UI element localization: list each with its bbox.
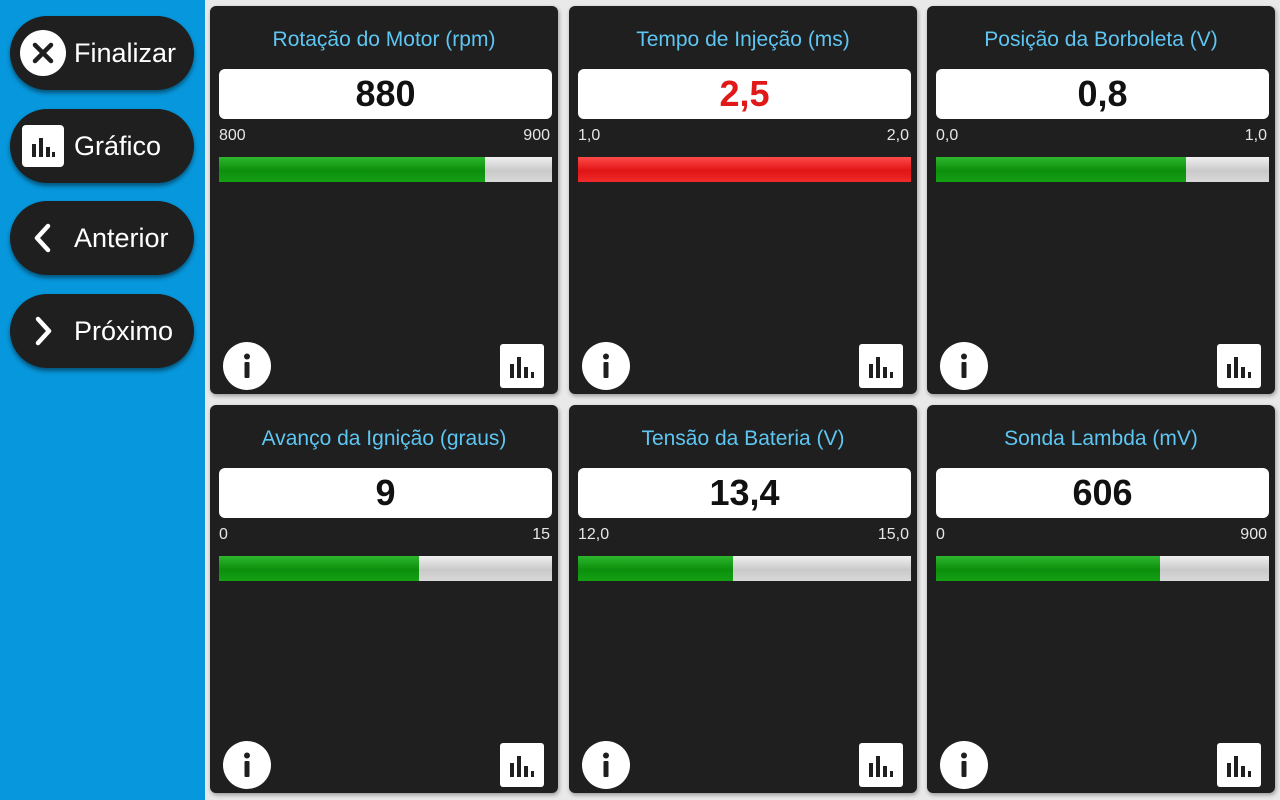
bar-chart-icon[interactable] bbox=[859, 344, 903, 388]
bar-chart-icon[interactable] bbox=[1217, 743, 1261, 787]
gauge-bar-fill bbox=[936, 157, 1186, 182]
info-icon[interactable] bbox=[223, 741, 271, 789]
range-min: 0 bbox=[219, 526, 228, 543]
gauge-value: 0,8 bbox=[936, 69, 1269, 119]
chevron-left-icon bbox=[20, 215, 66, 261]
grafico-label: Gráfico bbox=[74, 130, 162, 161]
range-max: 900 bbox=[1240, 526, 1267, 543]
gauge-bar bbox=[578, 556, 911, 581]
gauge-title: Avanço da Ignição (graus) bbox=[261, 427, 507, 450]
anterior-label: Anterior bbox=[74, 222, 169, 253]
anterior-button[interactable]: Anterior bbox=[10, 201, 194, 275]
chevron-right-icon bbox=[20, 308, 66, 354]
range-min: 800 bbox=[219, 127, 246, 144]
gauge-bar-fill bbox=[578, 157, 911, 182]
range-min: 0,0 bbox=[936, 127, 959, 144]
bar-chart-icon[interactable] bbox=[500, 344, 544, 388]
bar-chart-icon[interactable] bbox=[859, 743, 903, 787]
gauge-card: Tensão da Bateria (V) 13,4 12,0 15,0 bbox=[569, 405, 917, 793]
range-max: 1,0 bbox=[1244, 127, 1267, 144]
bar-chart-icon[interactable] bbox=[1217, 344, 1261, 388]
bar-chart-icon[interactable] bbox=[500, 743, 544, 787]
gauge-card: Avanço da Ignição (graus) 9 0 15 bbox=[210, 405, 558, 793]
range-max: 900 bbox=[523, 127, 550, 144]
range-min: 0 bbox=[936, 526, 945, 543]
gauge-title: Rotação do Motor (rpm) bbox=[272, 28, 496, 51]
gauge-bar bbox=[578, 157, 911, 182]
proximo-label: Próximo bbox=[74, 315, 174, 346]
gauge-value: 2,5 bbox=[578, 69, 911, 119]
gauge-value: 880 bbox=[219, 69, 552, 119]
proximo-button[interactable]: Próximo bbox=[10, 294, 194, 368]
gauge-card: Tempo de Injeção (ms) 2,5 1,0 2,0 bbox=[569, 6, 917, 394]
range-max: 15 bbox=[532, 526, 550, 543]
gauge-card: Rotação do Motor (rpm) 880 800 900 bbox=[210, 6, 558, 394]
gauge-card: Sonda Lambda (mV) 606 0 900 bbox=[927, 405, 1275, 793]
range-min: 12,0 bbox=[578, 526, 610, 543]
bar-chart-icon bbox=[22, 125, 64, 167]
gauge-title: Tensão da Bateria (V) bbox=[641, 427, 845, 450]
gauge-bar-fill bbox=[219, 556, 419, 581]
info-icon[interactable] bbox=[582, 342, 630, 390]
range-max: 15,0 bbox=[877, 526, 909, 543]
range-min: 1,0 bbox=[578, 127, 601, 144]
gauge-title: Sonda Lambda (mV) bbox=[1004, 427, 1198, 450]
close-icon bbox=[20, 30, 66, 76]
gauge-value: 13,4 bbox=[578, 468, 911, 518]
range-max: 2,0 bbox=[886, 127, 909, 144]
gauge-bar-fill bbox=[578, 556, 734, 581]
finalizar-button[interactable]: Finalizar bbox=[10, 16, 194, 90]
gauge-bar bbox=[219, 157, 552, 182]
finalizar-label: Finalizar bbox=[74, 37, 177, 68]
gauge-bar bbox=[936, 157, 1269, 182]
sidebar: Finalizar Gráfico Anterior Próximo bbox=[0, 0, 205, 800]
gauge-value: 606 bbox=[936, 468, 1269, 518]
bar-chart-icon-wrap bbox=[20, 123, 66, 169]
gauge-bar bbox=[936, 556, 1269, 581]
info-icon[interactable] bbox=[940, 342, 988, 390]
gauge-title: Tempo de Injeção (ms) bbox=[636, 28, 850, 51]
gauge-bar-fill bbox=[936, 556, 1161, 581]
info-icon[interactable] bbox=[223, 342, 271, 390]
gauge-bar-fill bbox=[219, 157, 486, 182]
info-icon[interactable] bbox=[940, 741, 988, 789]
gauge-title: Posição da Borboleta (V) bbox=[984, 28, 1218, 51]
gauge-value: 9 bbox=[219, 468, 552, 518]
info-icon[interactable] bbox=[582, 741, 630, 789]
grafico-button[interactable]: Gráfico bbox=[10, 109, 194, 183]
gauge-card: Posição da Borboleta (V) 0,8 0,0 1,0 bbox=[927, 6, 1275, 394]
gauge-bar bbox=[219, 556, 552, 581]
